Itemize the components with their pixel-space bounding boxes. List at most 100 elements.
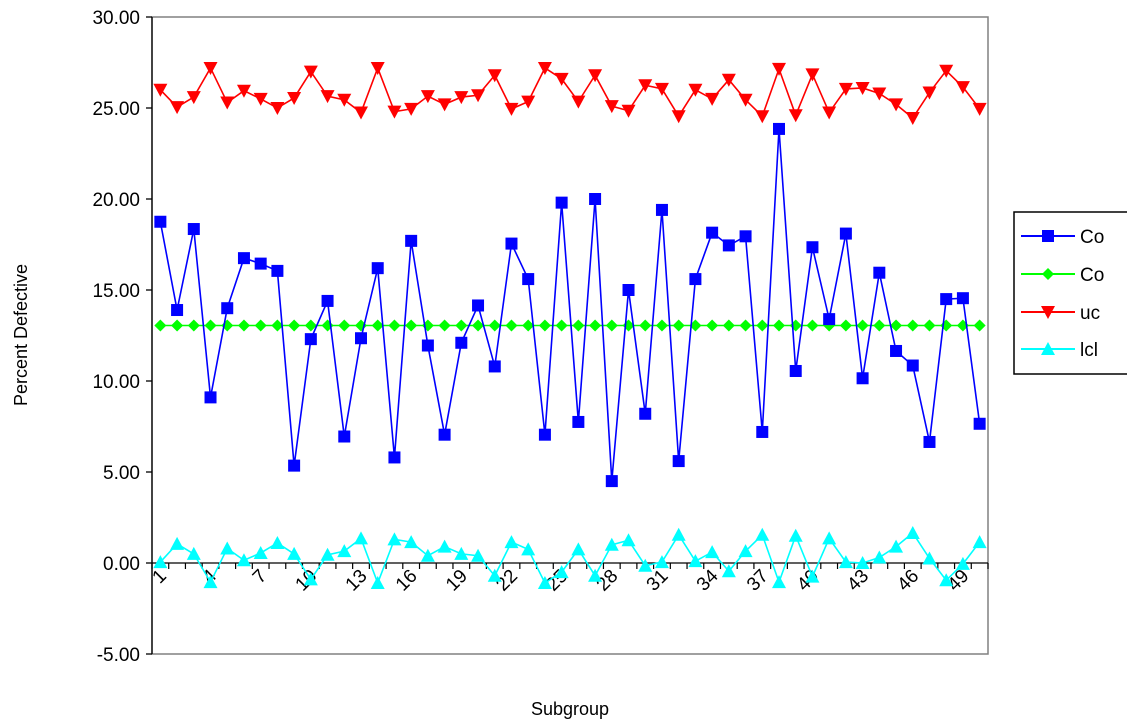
series-3-point bbox=[203, 575, 218, 589]
series-2-point bbox=[805, 68, 820, 82]
series-0-point bbox=[488, 360, 501, 373]
series-2 bbox=[153, 61, 987, 126]
series-0-point bbox=[823, 313, 836, 326]
series-3-point bbox=[671, 527, 686, 541]
series-0-point bbox=[622, 284, 635, 296]
y-tick-label: 5.00 bbox=[103, 463, 140, 484]
series-3-point bbox=[420, 548, 435, 562]
series-0-point bbox=[455, 336, 468, 349]
series-0-point bbox=[906, 359, 919, 372]
series-3-point bbox=[788, 528, 803, 542]
series-2-point bbox=[253, 92, 268, 106]
series-0-point bbox=[689, 273, 702, 286]
series-0-point bbox=[956, 292, 969, 305]
series-0-point bbox=[756, 425, 769, 438]
series-2-point bbox=[738, 93, 753, 107]
series-3-point bbox=[487, 568, 502, 582]
series-2-point bbox=[922, 86, 937, 100]
series-0-point bbox=[672, 455, 685, 468]
series-0-point bbox=[739, 230, 752, 243]
legend-marker-3 bbox=[1041, 342, 1055, 355]
series-2-point bbox=[654, 82, 669, 96]
series-3-point bbox=[721, 564, 736, 578]
series-1-point bbox=[906, 319, 919, 332]
series-0-point bbox=[288, 459, 301, 472]
series-0-point bbox=[773, 122, 785, 135]
series-0-point bbox=[806, 241, 819, 254]
series-0-point bbox=[973, 417, 986, 430]
series-2-point bbox=[186, 91, 201, 105]
series-1-point bbox=[288, 319, 301, 332]
series-1-point bbox=[488, 319, 501, 332]
series-0-point bbox=[555, 196, 568, 209]
legend-entry-2: uc bbox=[1080, 303, 1100, 324]
series-2-point bbox=[404, 102, 419, 116]
series-3-point bbox=[253, 545, 268, 559]
series-2-point bbox=[872, 87, 887, 101]
series-0-point bbox=[237, 252, 250, 265]
series-1-point bbox=[739, 319, 752, 332]
series-2-point bbox=[220, 96, 235, 110]
series-3-point bbox=[872, 550, 887, 564]
series-2-point bbox=[571, 95, 586, 109]
series-3-point bbox=[654, 555, 669, 569]
series-1-point bbox=[505, 319, 518, 332]
y-tick-label: 30.00 bbox=[92, 8, 140, 29]
series-0-point bbox=[940, 293, 953, 306]
series-1-point bbox=[388, 319, 401, 332]
series-0-point bbox=[154, 215, 167, 228]
series-0-point bbox=[923, 435, 936, 448]
series-0-point bbox=[321, 294, 334, 307]
series-2-point bbox=[236, 84, 251, 98]
series-0-point bbox=[355, 332, 367, 345]
series-2-point bbox=[354, 106, 368, 120]
series-3-point bbox=[170, 536, 185, 550]
series-2-point bbox=[370, 61, 385, 75]
series-3-point bbox=[972, 535, 987, 549]
series-3-point bbox=[454, 546, 469, 560]
series-2-point bbox=[588, 69, 603, 83]
series-1-point bbox=[706, 319, 719, 332]
plot-area bbox=[151, 16, 989, 655]
series-2-point bbox=[671, 110, 686, 124]
legend-marker-1 bbox=[1042, 268, 1054, 280]
series-2-point bbox=[153, 83, 168, 97]
series-3-point bbox=[705, 545, 720, 559]
series-0-point bbox=[722, 239, 735, 252]
series-0-point bbox=[890, 344, 903, 357]
series-2-point bbox=[420, 90, 435, 104]
series-2-point bbox=[554, 72, 569, 86]
series-1-point bbox=[655, 319, 668, 332]
series-3-point bbox=[404, 535, 419, 549]
series-0-line bbox=[159, 128, 981, 482]
legend-entry-1: Co bbox=[1080, 265, 1104, 286]
series-1-point bbox=[371, 319, 384, 332]
legend-marker-2 bbox=[1041, 306, 1055, 319]
series-3-point bbox=[889, 539, 904, 553]
series-2-point bbox=[638, 79, 653, 93]
series-3-point bbox=[504, 535, 519, 549]
series-3-point bbox=[537, 576, 552, 590]
series-2-point bbox=[303, 65, 318, 79]
series-2-point bbox=[889, 98, 904, 112]
series-2-point bbox=[437, 98, 452, 112]
series-0-point bbox=[572, 415, 585, 428]
series-0-point bbox=[388, 451, 401, 464]
series-1-point bbox=[873, 319, 886, 332]
series-2-point bbox=[504, 102, 519, 116]
series-3-point bbox=[755, 527, 770, 541]
series-layer bbox=[153, 61, 987, 590]
series-2-point bbox=[270, 102, 285, 115]
series-1-point bbox=[572, 319, 585, 332]
series-3-point bbox=[638, 558, 653, 572]
series-2-point bbox=[855, 81, 870, 95]
series-2-point bbox=[621, 104, 636, 118]
series-2-point bbox=[755, 110, 770, 124]
series-3-point bbox=[939, 573, 954, 587]
series-2-point bbox=[287, 91, 302, 105]
series-3-point bbox=[521, 542, 536, 556]
series-2-point bbox=[471, 89, 486, 103]
series-1-point bbox=[154, 319, 167, 332]
series-3-point bbox=[738, 544, 753, 558]
series-3-point bbox=[437, 539, 452, 553]
